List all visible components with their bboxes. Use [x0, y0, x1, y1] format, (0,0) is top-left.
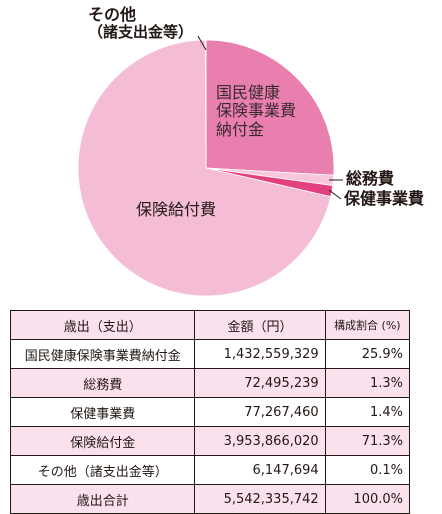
label-other-line1: その他 — [88, 5, 137, 24]
row-ratio: 100.0% — [324, 484, 411, 514]
label-other-line2: （諸支出金等） — [88, 23, 194, 42]
label-kokuho-line1: 国民健康 — [216, 83, 281, 102]
row-amount: 72,495,239 — [194, 368, 326, 398]
row-amount: 1,432,559,329 — [194, 339, 326, 369]
header-amount: 金額（円） — [194, 310, 326, 340]
header-item: 歳出（支出） — [9, 310, 196, 340]
row-name: 保険給付金 — [9, 426, 196, 456]
table-row: 国民健康保険事業費納付金 1,432,559,329 25.9% — [9, 339, 411, 369]
table-row-total: 歳出合計 5,542,335,742 100.0% — [9, 484, 411, 514]
row-ratio: 25.9% — [324, 339, 411, 369]
label-kokuho-line3: 納付金 — [216, 119, 265, 139]
pie-chart — [77, 35, 343, 297]
leader-line-hoken-jigyo — [328, 189, 342, 200]
label-hoken-jigyo: 保健事業費 — [344, 189, 425, 208]
pie-chart-area: その他 （諸支出金等） 国民健康 保険事業費 納付金 総務費 保健事業費 保険給… — [77, 5, 425, 297]
row-name: 保健事業費 — [9, 397, 196, 427]
row-name: 国民健康保険事業費納付金 — [9, 339, 196, 369]
row-name: 歳出合計 — [9, 484, 196, 514]
expenditure-table: 歳出（支出） 金額（円） 構成割合 (%) 国民健康保険事業費納付金 1,432… — [9, 310, 411, 514]
row-amount: 5,542,335,742 — [194, 484, 326, 514]
row-amount: 6,147,694 — [194, 455, 326, 485]
header-ratio: 構成割合 (%) — [324, 310, 411, 340]
row-ratio: 1.4% — [324, 397, 411, 427]
leader-line-other — [197, 35, 207, 51]
label-other: その他 （諸支出金等） — [88, 5, 194, 42]
table-row: 総務費 72,495,239 1.3% — [9, 368, 411, 398]
row-name: その他（諸支出金等） — [9, 455, 196, 485]
slice-kokuho-nofukin — [205, 39, 335, 176]
row-ratio: 71.3% — [324, 426, 411, 456]
label-kokuho-line2: 保険事業費 — [216, 101, 297, 121]
table-header-row: 歳出（支出） 金額（円） 構成割合 (%) — [9, 310, 411, 340]
row-name: 総務費 — [9, 368, 196, 398]
table-row: 保険給付金 3,953,866,020 71.3% — [9, 426, 411, 456]
row-amount: 3,953,866,020 — [194, 426, 326, 456]
label-kyufu: 保険給付費 — [136, 200, 217, 219]
slice-hoken-kyufu — [77, 39, 332, 297]
table-row: 保健事業費 77,267,460 1.4% — [9, 397, 411, 427]
row-ratio: 0.1% — [324, 455, 411, 485]
row-ratio: 1.3% — [324, 368, 411, 398]
slice-other — [204, 39, 207, 169]
table-row: その他（諸支出金等） 6,147,694 0.1% — [9, 455, 411, 485]
label-kokuho: 国民健康 保険事業費 納付金 — [216, 83, 297, 139]
label-soumu: 総務費 — [346, 169, 395, 188]
row-amount: 77,267,460 — [194, 397, 326, 427]
